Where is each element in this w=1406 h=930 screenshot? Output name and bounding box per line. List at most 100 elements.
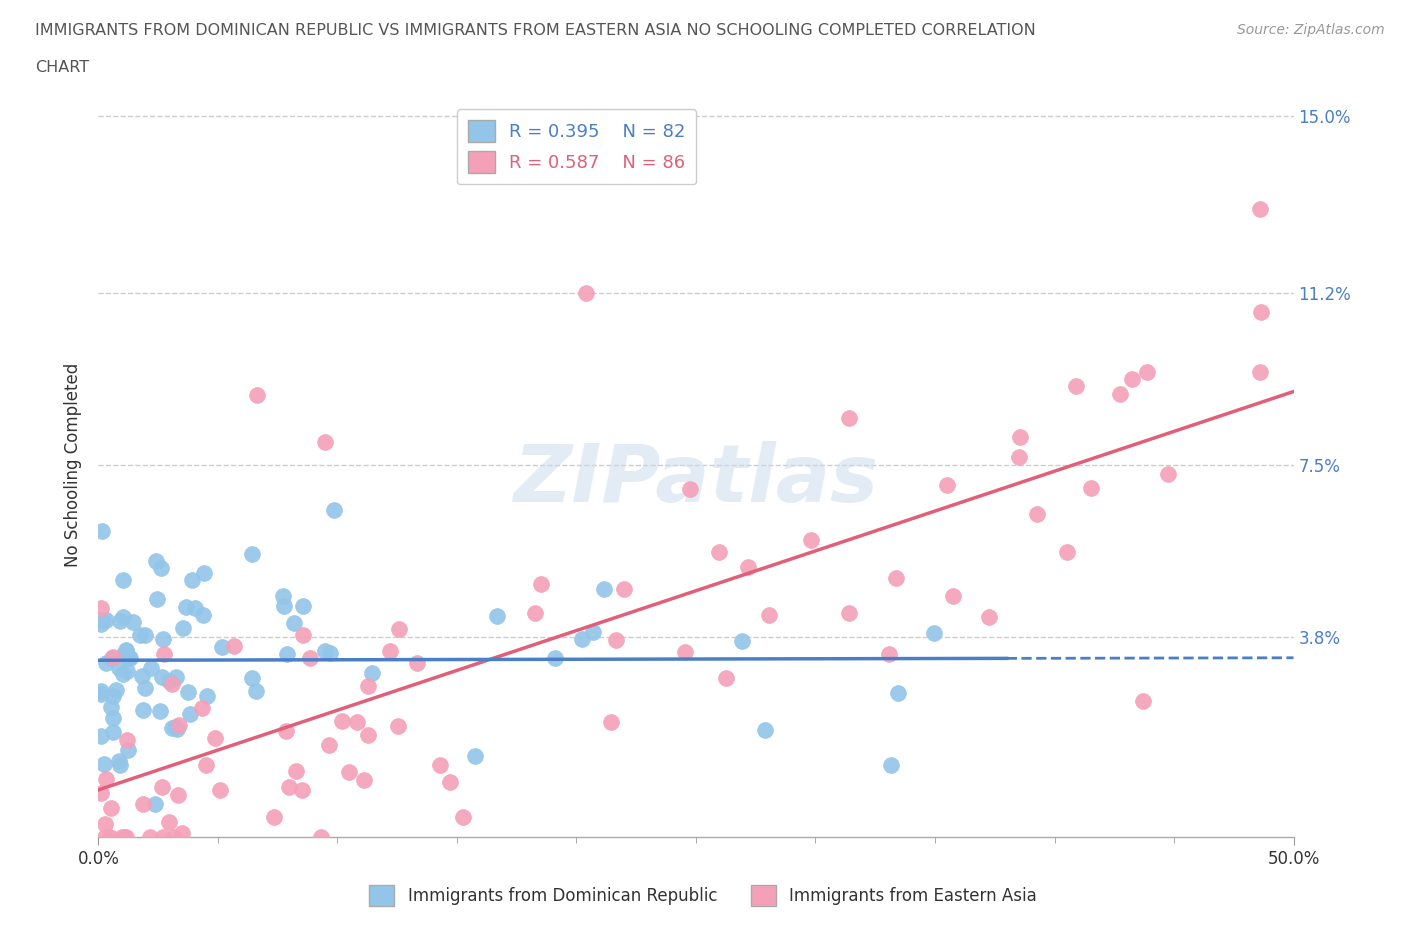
Point <box>157 673 180 688</box>
Point <box>141 661 163 676</box>
Point <box>737 560 759 575</box>
Point <box>1132 694 1154 709</box>
Point <box>115 643 138 658</box>
Point <box>1064 379 1087 393</box>
Point <box>94 771 117 786</box>
Point <box>170 826 193 841</box>
Point <box>274 724 297 738</box>
Point <box>101 688 124 703</box>
Point <box>108 757 131 772</box>
Point <box>149 704 172 719</box>
Point <box>378 644 401 658</box>
Point <box>103 650 125 665</box>
Point <box>453 809 475 824</box>
Point <box>108 614 131 629</box>
Point <box>134 680 156 695</box>
Point <box>357 728 380 743</box>
Point <box>1025 506 1047 521</box>
Text: ZIPatlas: ZIPatlas <box>513 441 879 519</box>
Point <box>314 644 336 658</box>
Point <box>90 617 112 631</box>
Point <box>319 645 342 660</box>
Point <box>181 573 204 588</box>
Point <box>117 742 139 757</box>
Point <box>132 702 155 717</box>
Point <box>388 621 411 636</box>
Point <box>346 715 368 730</box>
Point <box>1056 545 1078 560</box>
Point <box>191 701 214 716</box>
Point <box>139 830 162 844</box>
Point <box>160 677 183 692</box>
Point <box>942 589 965 604</box>
Point <box>152 631 174 646</box>
Point <box>486 608 509 623</box>
Point <box>314 434 336 449</box>
Point <box>122 615 145 630</box>
Point <box>115 663 138 678</box>
Point <box>299 651 322 666</box>
Point <box>179 707 201 722</box>
Legend: Immigrants from Dominican Republic, Immigrants from Eastern Asia: Immigrants from Dominican Republic, Immi… <box>363 879 1043 912</box>
Point <box>245 684 267 698</box>
Point <box>754 723 776 737</box>
Y-axis label: No Schooling Completed: No Schooling Completed <box>65 363 83 567</box>
Point <box>90 785 112 800</box>
Point <box>184 601 207 616</box>
Point <box>240 671 263 686</box>
Point <box>311 830 333 844</box>
Point <box>104 683 127 698</box>
Point <box>544 651 567 666</box>
Point <box>605 632 627 647</box>
Point <box>90 613 112 628</box>
Point <box>678 482 700 497</box>
Point <box>112 646 135 661</box>
Point <box>1008 450 1031 465</box>
Point <box>193 608 215 623</box>
Point <box>838 411 860 426</box>
Point <box>194 757 217 772</box>
Point <box>1250 304 1272 319</box>
Point <box>211 639 233 654</box>
Point <box>936 477 959 492</box>
Point <box>582 624 605 639</box>
Text: Source: ZipAtlas.com: Source: ZipAtlas.com <box>1237 23 1385 37</box>
Point <box>1109 387 1132 402</box>
Point <box>277 780 299 795</box>
Point <box>322 502 344 517</box>
Point <box>118 651 141 666</box>
Point <box>877 647 900 662</box>
Point <box>165 670 187 684</box>
Point <box>405 656 427 671</box>
Point <box>134 628 156 643</box>
Point <box>177 684 200 699</box>
Point <box>353 772 375 787</box>
Point <box>337 764 360 779</box>
Point <box>115 647 138 662</box>
Point <box>599 714 621 729</box>
Point <box>529 577 551 591</box>
Point <box>837 606 859 621</box>
Point <box>673 644 696 659</box>
Point <box>714 671 737 685</box>
Point <box>1008 429 1031 444</box>
Point <box>172 620 194 635</box>
Point <box>145 553 167 568</box>
Point <box>118 649 141 664</box>
Point <box>707 544 730 559</box>
Point <box>108 753 131 768</box>
Point <box>292 599 315 614</box>
Point <box>131 669 153 684</box>
Point <box>276 647 298 662</box>
Point <box>273 598 295 613</box>
Point <box>150 780 173 795</box>
Point <box>879 757 901 772</box>
Point <box>90 601 112 616</box>
Point <box>94 817 117 831</box>
Point <box>1121 372 1143 387</box>
Point <box>330 714 353 729</box>
Point <box>111 572 134 587</box>
Point <box>174 599 197 614</box>
Point <box>283 616 305 631</box>
Point <box>439 775 461 790</box>
